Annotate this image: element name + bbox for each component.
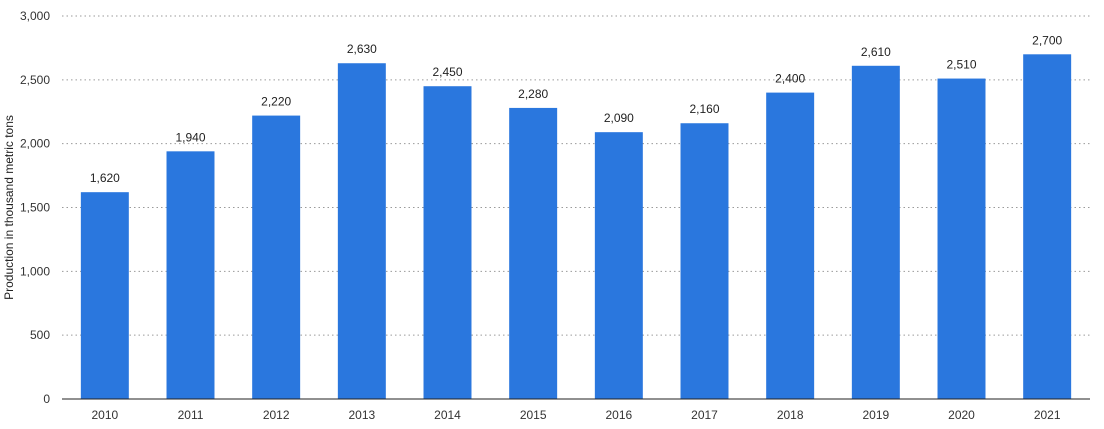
bars <box>80 54 1072 400</box>
bar <box>337 63 386 400</box>
bar <box>252 115 301 399</box>
y-axis-ticks: 0 500 1,000 1,500 2,000 2,500 3,000 <box>20 9 50 406</box>
bar-value-label: 2,450 <box>432 65 462 79</box>
x-tick-label: 2016 <box>605 408 632 422</box>
bar-value-label: 2,090 <box>604 111 634 125</box>
bar <box>80 192 129 399</box>
bar-value-label: 2,280 <box>518 87 548 101</box>
x-tick-label: 2013 <box>348 408 375 422</box>
gridlines <box>62 15 1090 336</box>
value-labels: 1,620 1,940 2,220 2,630 2,450 2,280 2,090 2,160… <box>90 33 1063 185</box>
y-tick-label: 1,000 <box>20 264 50 278</box>
y-tick-label: 500 <box>30 328 50 342</box>
y-tick-label: 3,000 <box>20 9 50 23</box>
bar-value-label: 1,940 <box>175 130 205 144</box>
bar-value-label: 2,400 <box>775 72 805 86</box>
x-tick-label: 2011 <box>178 408 204 422</box>
x-tick-label: 2010 <box>91 408 118 422</box>
x-tick-label: 2018 <box>777 408 804 422</box>
y-tick-label: 2,500 <box>20 73 50 87</box>
x-tick-label: 2012 <box>263 408 290 422</box>
x-tick-label: 2020 <box>948 408 975 422</box>
bar-value-label: 2,160 <box>689 102 719 116</box>
bar-value-label: 2,510 <box>946 58 976 72</box>
bar <box>1023 54 1072 400</box>
bar-value-label: 2,610 <box>861 45 891 59</box>
x-tick-label: 2017 <box>691 408 718 422</box>
bar-value-label: 2,700 <box>1032 33 1062 47</box>
x-tick-label: 2019 <box>862 408 889 422</box>
y-tick-label: 1,500 <box>20 201 50 215</box>
bar <box>937 78 986 399</box>
bar-value-label: 1,620 <box>90 171 120 185</box>
x-tick-label: 2014 <box>434 408 461 422</box>
bar <box>509 107 558 400</box>
y-axis-title: Production in thousand metric tons <box>2 115 16 300</box>
y-tick-label: 0 <box>43 392 50 406</box>
bar <box>423 86 472 399</box>
x-tick-label: 2021 <box>1034 408 1061 422</box>
x-axis-ticks: 2010 2011 2012 2013 2014 2015 2016 2017 2018 2019… <box>91 408 1060 422</box>
x-tick-label: 2015 <box>520 408 547 422</box>
y-tick-label: 2,000 <box>20 137 50 151</box>
bar <box>766 92 815 399</box>
bar <box>851 65 900 399</box>
bar-value-label: 2,220 <box>261 95 291 109</box>
bar-value-label: 2,630 <box>347 42 377 56</box>
bar <box>166 151 215 399</box>
bar <box>680 123 729 400</box>
bar <box>594 132 643 399</box>
